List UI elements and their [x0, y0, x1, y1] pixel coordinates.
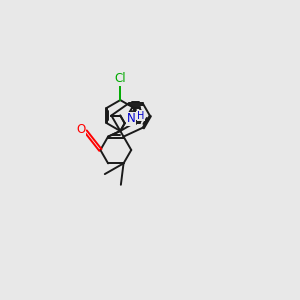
Text: N: N — [127, 112, 136, 125]
Text: Cl: Cl — [115, 72, 126, 85]
Text: H: H — [137, 111, 145, 121]
Text: O: O — [76, 123, 86, 136]
